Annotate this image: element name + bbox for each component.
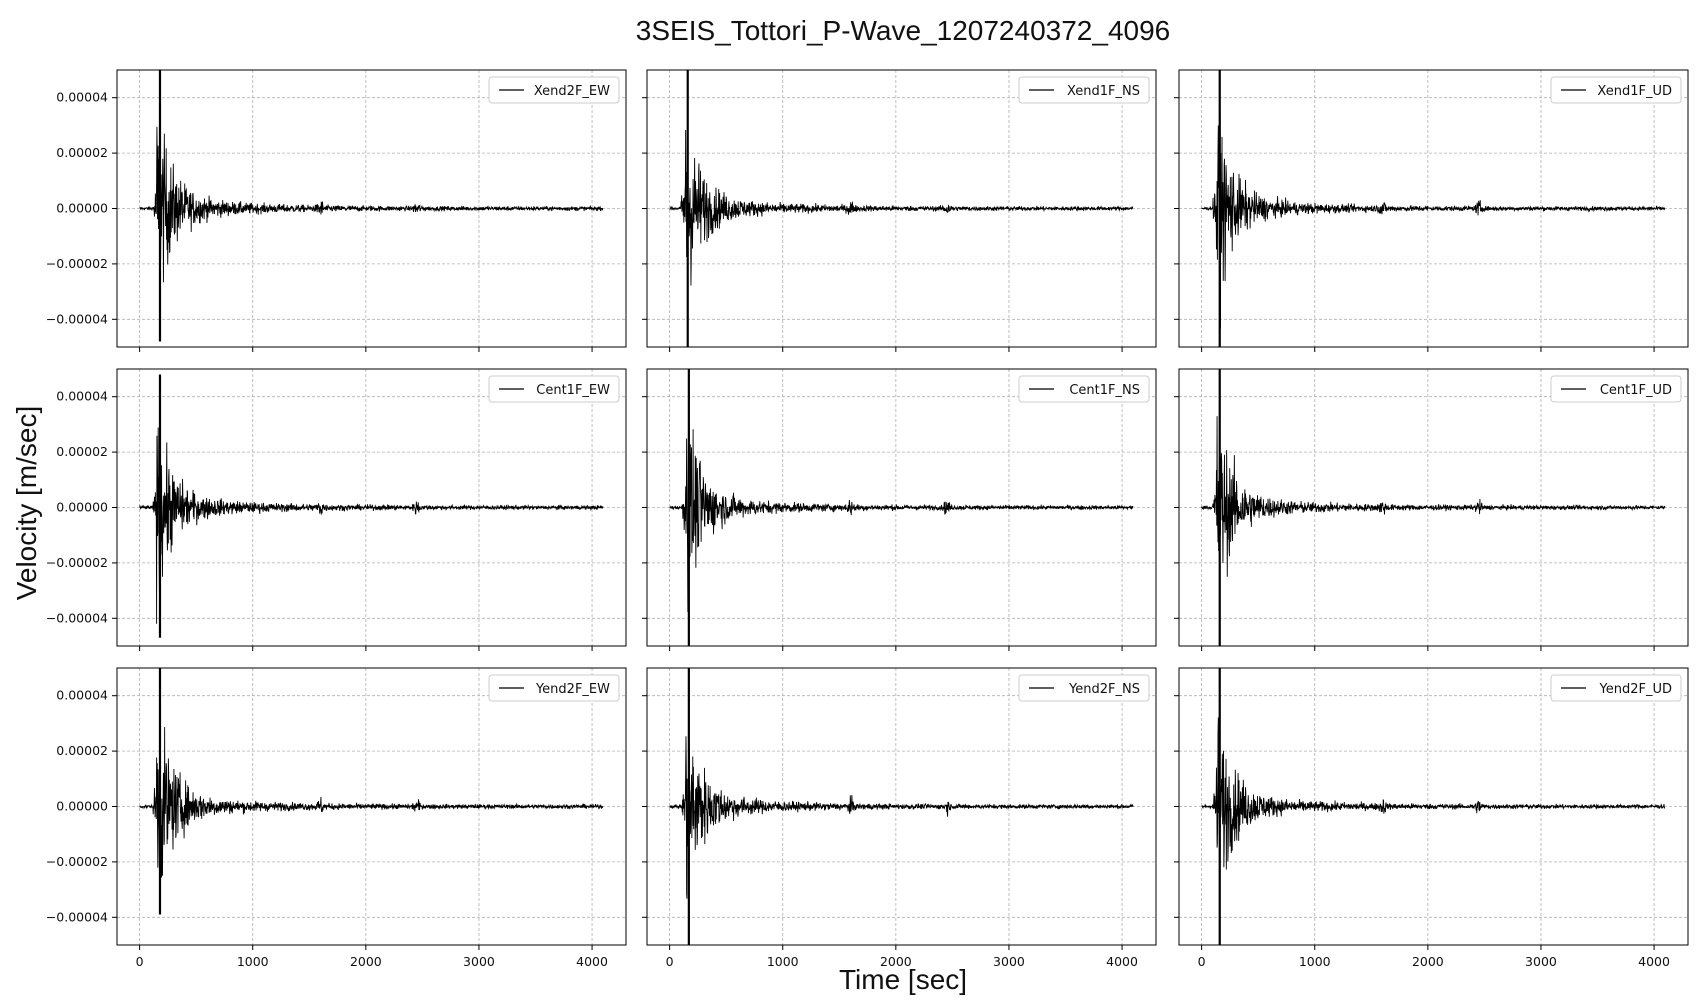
x-tick-label: 3000 xyxy=(993,954,1025,969)
x-tick-label: 2000 xyxy=(350,954,382,969)
series-line-Cent1F_EW xyxy=(139,427,604,624)
x-tick-label: 0 xyxy=(666,954,674,969)
y-tick-label: −0.00002 xyxy=(46,555,108,570)
legend-label: Yend2F_EW xyxy=(535,682,610,697)
y-tick-label: −0.00004 xyxy=(46,909,108,924)
legend-label: Xend1F_NS xyxy=(1067,84,1140,99)
y-tick-label: −0.00002 xyxy=(46,854,108,869)
legend-label: Xend2F_EW xyxy=(534,84,610,99)
x-axis-label: Time [sec] xyxy=(839,964,967,995)
series-line-Cent1F_UD xyxy=(1201,416,1666,577)
series-line-Cent1F_NS xyxy=(669,429,1134,613)
subplot-Cent1F_UD: Cent1F_UD xyxy=(1174,368,1689,651)
legend-label: Yend2F_UD xyxy=(1599,682,1672,697)
series-line-Xend2F_EW xyxy=(139,126,604,283)
subplot-Xend2F_EW: 0.00004 0.00002 0.00000 −0.00002 −0.00004 Xen… xyxy=(46,69,627,352)
y-axis-label: Velocity [m/sec] xyxy=(11,406,42,601)
y-tick-label: −0.00004 xyxy=(46,311,108,326)
x-tick-label: 1000 xyxy=(767,954,799,969)
legend-box xyxy=(488,76,620,104)
y-tick-label: 0.00004 xyxy=(56,90,108,105)
x-tick-label: 1000 xyxy=(1299,954,1331,969)
x-tick-label: 4000 xyxy=(1106,954,1138,969)
legend-label: Cent1F_UD xyxy=(1600,383,1672,398)
x-tick-label: 3000 xyxy=(463,954,495,969)
legend-label: Cent1F_NS xyxy=(1069,383,1140,398)
subplot-Yend2F_UD: 0 1000 2000 3000 4000 Yend2F_UD xyxy=(1174,667,1689,969)
subplot-Xend1F_UD: Xend1F_UD xyxy=(1174,69,1689,352)
y-tick-label: 0.00004 xyxy=(56,688,108,703)
x-tick-label: 0 xyxy=(1198,954,1206,969)
legend-label: Yend2F_NS xyxy=(1068,682,1140,697)
x-tick-label: 1000 xyxy=(237,954,269,969)
y-tick-label: 0.00000 xyxy=(56,201,108,216)
subplot-Yend2F_NS: 0 1000 2000 3000 4000 Yend2F_NS xyxy=(642,667,1157,969)
y-tick-label: −0.00002 xyxy=(46,256,108,271)
legend-box xyxy=(488,674,620,702)
series-line-Yend2F_UD xyxy=(1201,717,1666,875)
subplot-Cent1F_NS: Cent1F_NS xyxy=(642,368,1157,651)
legend-box xyxy=(488,375,620,403)
legend-box xyxy=(1550,76,1682,104)
x-tick-label: 4000 xyxy=(576,954,608,969)
series-line-Xend1F_NS xyxy=(669,130,1134,286)
series-line-Xend1F_UD xyxy=(1201,114,1666,329)
x-tick-label: 2000 xyxy=(1412,954,1444,969)
series-line-Yend2F_NS xyxy=(669,736,1134,899)
y-tick-label: 0.00002 xyxy=(56,743,108,758)
series-line-Yend2F_EW xyxy=(139,726,604,878)
x-tick-label: 3000 xyxy=(1525,954,1557,969)
legend-box xyxy=(1018,674,1150,702)
legend-box xyxy=(1018,76,1150,104)
y-tick-label: 0.00000 xyxy=(56,799,108,814)
legend-box xyxy=(1550,674,1682,702)
subplot-Yend2F_EW: 0 1000 2000 3000 4000 0.00004 0.00002 0.00000 −0… xyxy=(46,667,627,969)
y-tick-label: 0.00002 xyxy=(56,145,108,160)
panel-grid: 0.00004 0.00002 0.00000 −0.00002 −0.00004 Xen… xyxy=(46,69,1689,969)
y-tick-label: 0.00004 xyxy=(56,389,108,404)
subplot-Xend1F_NS: Xend1F_NS xyxy=(642,69,1157,352)
y-tick-label: −0.00004 xyxy=(46,610,108,625)
legend-box xyxy=(1550,375,1682,403)
y-tick-label: 0.00000 xyxy=(56,500,108,515)
x-tick-label: 4000 xyxy=(1638,954,1670,969)
legend-label: Xend1F_UD xyxy=(1597,84,1672,99)
x-tick-label: 0 xyxy=(136,954,144,969)
figure-title: 3SEIS_Tottori_P-Wave_1207240372_4096 xyxy=(636,15,1170,46)
legend-label: Cent1F_EW xyxy=(536,383,610,398)
subplot-Cent1F_EW: 0.00004 0.00002 0.00000 −0.00002 −0.00004 Cen… xyxy=(46,368,627,651)
legend-box xyxy=(1018,375,1150,403)
y-tick-label: 0.00002 xyxy=(56,444,108,459)
x-tick-label: 2000 xyxy=(880,954,912,969)
